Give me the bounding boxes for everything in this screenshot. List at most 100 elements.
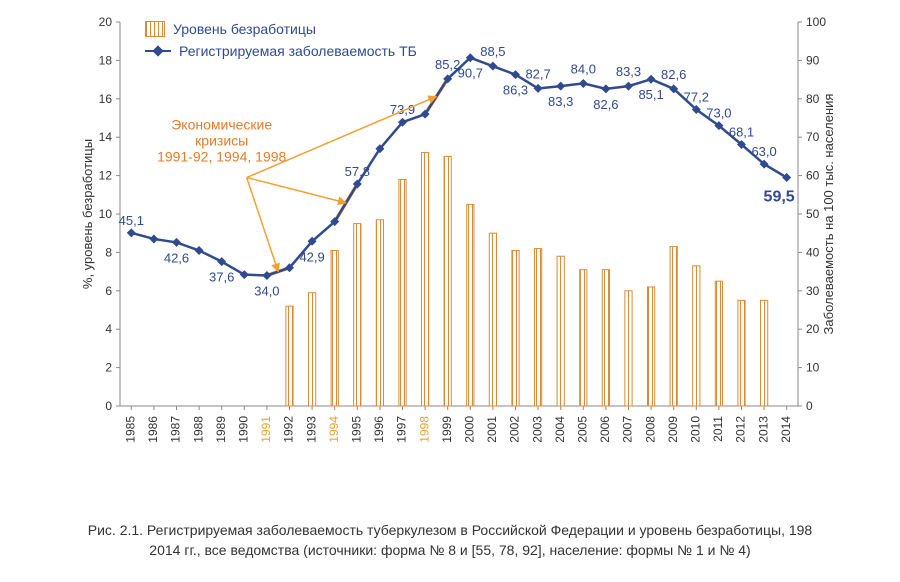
svg-text:70: 70 bbox=[806, 130, 820, 144]
bar bbox=[670, 247, 677, 406]
bar bbox=[715, 281, 722, 406]
svg-text:1997: 1997 bbox=[395, 416, 409, 443]
bar bbox=[625, 291, 632, 406]
svg-text:2014: 2014 bbox=[779, 416, 793, 443]
bar bbox=[557, 256, 564, 406]
svg-text:10: 10 bbox=[806, 361, 820, 375]
caption-line-2: 2014 гг., все ведомства (источники: форм… bbox=[149, 542, 750, 558]
svg-text:42,6: 42,6 bbox=[164, 250, 189, 265]
bar bbox=[354, 224, 361, 406]
svg-text:77,2: 77,2 bbox=[684, 90, 709, 105]
line-marker bbox=[262, 271, 271, 280]
svg-text:1985: 1985 bbox=[123, 416, 137, 443]
svg-text:60: 60 bbox=[806, 169, 820, 183]
bar bbox=[331, 250, 338, 406]
line-marker bbox=[488, 62, 497, 71]
svg-text:88,5: 88,5 bbox=[480, 44, 505, 59]
svg-text:68,1: 68,1 bbox=[729, 124, 754, 139]
svg-text:1993: 1993 bbox=[304, 416, 318, 443]
svg-text:10: 10 bbox=[99, 207, 113, 221]
svg-text:6: 6 bbox=[105, 284, 112, 298]
svg-text:83,3: 83,3 bbox=[616, 64, 641, 79]
line-marker bbox=[579, 79, 588, 88]
svg-text:1995: 1995 bbox=[349, 416, 363, 443]
svg-text:2009: 2009 bbox=[666, 416, 680, 443]
svg-text:84,0: 84,0 bbox=[571, 61, 596, 76]
figure-caption: Рис. 2.1. Регистрируемая заболеваемость … bbox=[40, 520, 860, 560]
svg-text:Экономические: Экономические bbox=[171, 117, 272, 133]
svg-text:1991-92, 1994, 1998: 1991-92, 1994, 1998 bbox=[157, 149, 286, 165]
svg-text:2000: 2000 bbox=[462, 416, 476, 443]
svg-text:кризисы: кризисы bbox=[195, 133, 248, 149]
bar bbox=[738, 300, 745, 406]
svg-text:1989: 1989 bbox=[214, 416, 228, 443]
svg-text:85,2: 85,2 bbox=[435, 57, 460, 72]
svg-text:2002: 2002 bbox=[508, 416, 522, 443]
svg-text:20: 20 bbox=[806, 322, 820, 336]
svg-text:0: 0 bbox=[806, 399, 813, 413]
svg-text:1998: 1998 bbox=[417, 416, 431, 443]
svg-text:45,1: 45,1 bbox=[119, 213, 144, 228]
svg-text:30: 30 bbox=[806, 284, 820, 298]
crisis-arrow bbox=[247, 178, 346, 203]
line-marker bbox=[195, 246, 204, 255]
bar bbox=[286, 306, 293, 406]
svg-text:42,9: 42,9 bbox=[299, 249, 324, 264]
svg-text:1996: 1996 bbox=[372, 416, 386, 443]
bar bbox=[693, 266, 700, 406]
svg-text:2003: 2003 bbox=[530, 416, 544, 443]
svg-text:82,6: 82,6 bbox=[661, 67, 686, 82]
svg-text:2008: 2008 bbox=[643, 416, 657, 443]
svg-text:14: 14 bbox=[99, 130, 113, 144]
bar bbox=[489, 233, 496, 406]
svg-text:1994: 1994 bbox=[327, 416, 341, 443]
svg-text:1992: 1992 bbox=[282, 416, 296, 443]
svg-text:59,5: 59,5 bbox=[764, 189, 795, 206]
svg-text:82,7: 82,7 bbox=[525, 66, 550, 81]
svg-text:18: 18 bbox=[99, 53, 113, 67]
svg-text:86,3: 86,3 bbox=[503, 83, 528, 98]
svg-text:%, уровень безработицы: %, уровень безработицы bbox=[80, 139, 95, 289]
svg-text:2007: 2007 bbox=[621, 416, 635, 443]
svg-text:1999: 1999 bbox=[440, 416, 454, 443]
svg-text:1987: 1987 bbox=[169, 416, 183, 443]
svg-text:57,8: 57,8 bbox=[345, 164, 370, 179]
svg-text:73,0: 73,0 bbox=[706, 106, 731, 121]
svg-text:83,3: 83,3 bbox=[548, 94, 573, 109]
bar bbox=[444, 156, 451, 406]
bar bbox=[399, 179, 406, 406]
svg-text:Заболеваемость на 100 тыс. н: Заболеваемость на 100 тыс. населения bbox=[821, 94, 836, 335]
svg-text:12: 12 bbox=[99, 169, 113, 183]
svg-text:8: 8 bbox=[105, 245, 112, 259]
svg-text:16: 16 bbox=[99, 92, 113, 106]
svg-text:0: 0 bbox=[105, 399, 112, 413]
bar bbox=[376, 220, 383, 406]
figure-container: Уровень безработицы Регистрируемая забол… bbox=[0, 0, 900, 582]
svg-text:82,6: 82,6 bbox=[593, 97, 618, 112]
bar bbox=[602, 270, 609, 406]
line-marker bbox=[647, 75, 656, 84]
line-marker bbox=[624, 82, 633, 91]
svg-text:2006: 2006 bbox=[598, 416, 612, 443]
crisis-arrow bbox=[247, 96, 437, 177]
bar bbox=[580, 270, 587, 406]
svg-text:1986: 1986 bbox=[146, 416, 160, 443]
line-marker bbox=[127, 228, 136, 237]
svg-text:40: 40 bbox=[806, 245, 820, 259]
svg-text:90,7: 90,7 bbox=[458, 66, 483, 81]
svg-text:85,1: 85,1 bbox=[638, 87, 663, 102]
svg-text:2: 2 bbox=[105, 361, 112, 375]
svg-text:2004: 2004 bbox=[553, 416, 567, 443]
chart-plot: 0246810121416182001020304050607080901001… bbox=[80, 12, 840, 462]
svg-text:2012: 2012 bbox=[734, 416, 748, 443]
svg-text:1990: 1990 bbox=[236, 416, 250, 443]
bar bbox=[467, 204, 474, 406]
svg-text:2001: 2001 bbox=[485, 416, 499, 443]
svg-text:20: 20 bbox=[99, 15, 113, 29]
bar bbox=[421, 153, 428, 406]
bar bbox=[647, 287, 654, 406]
svg-text:1991: 1991 bbox=[259, 416, 273, 443]
svg-text:50: 50 bbox=[806, 207, 820, 221]
crisis-arrow bbox=[247, 178, 279, 272]
svg-text:2005: 2005 bbox=[575, 416, 589, 443]
